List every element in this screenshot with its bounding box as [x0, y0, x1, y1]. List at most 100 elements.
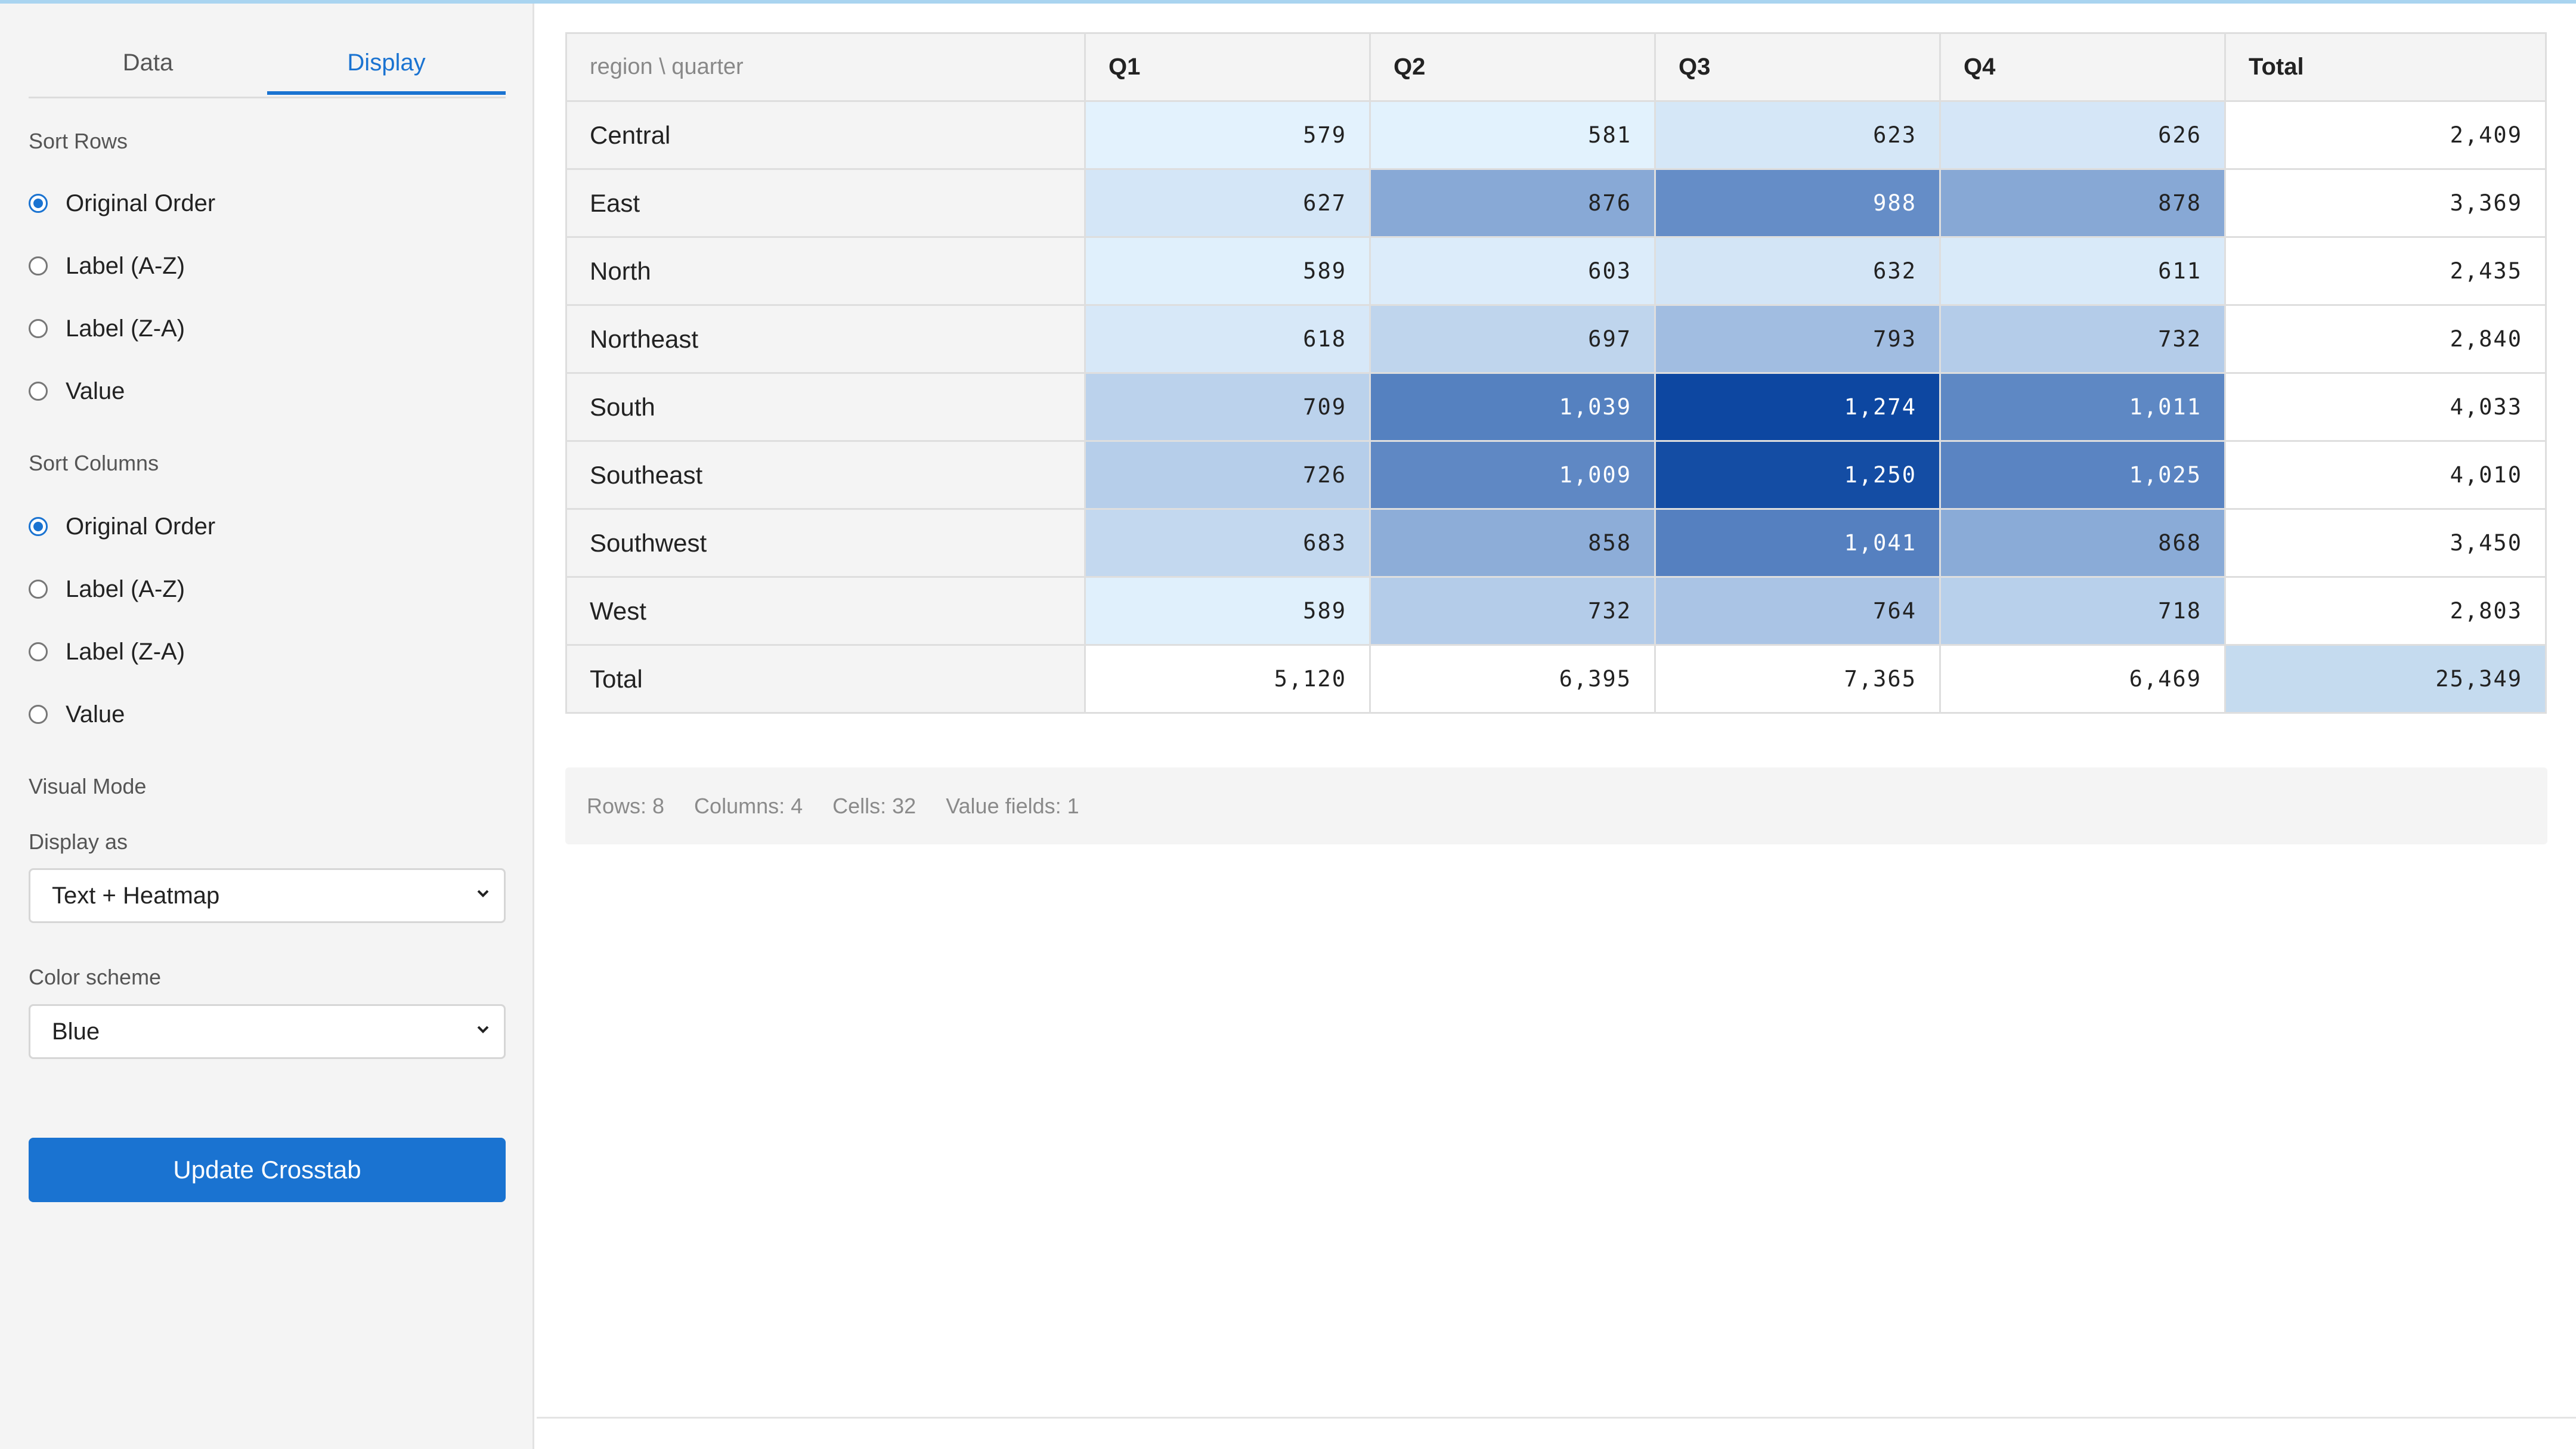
heatmap-cell[interactable]: 1,039	[1369, 372, 1656, 442]
heatmap-cell[interactable]: 988	[1654, 168, 1941, 238]
radio-unchecked-icon[interactable]	[29, 382, 48, 401]
grand-total-cell: 25,349	[2224, 644, 2547, 714]
display-as-select[interactable]: Text + Heatmap	[29, 868, 506, 923]
row-header[interactable]: East	[565, 168, 1086, 238]
heatmap-cell[interactable]: 697	[1369, 304, 1656, 374]
sort-rows-option-label-za[interactable]: Label (Z-A)	[29, 311, 185, 346]
column-total-cell: 5,120	[1084, 644, 1371, 714]
row-header[interactable]: South	[565, 372, 1086, 442]
heatmap-cell[interactable]: 732	[1369, 576, 1656, 646]
heatmap-cell[interactable]: 726	[1084, 440, 1371, 510]
row-header[interactable]: West	[565, 576, 1086, 646]
radio-label: Original Order	[66, 190, 216, 216]
radio-unchecked-icon[interactable]	[29, 705, 48, 724]
table-row: North 589 603 632 611 2,435	[565, 236, 2547, 306]
heatmap-cell[interactable]: 709	[1084, 372, 1371, 442]
heatmap-cell[interactable]: 878	[1939, 168, 2226, 238]
heatmap-cell[interactable]: 683	[1084, 508, 1371, 578]
column-header-total[interactable]: Total	[2224, 32, 2547, 102]
heatmap-cell[interactable]: 1,274	[1654, 372, 1941, 442]
visual-mode-label: Visual Mode	[29, 774, 147, 798]
heatmap-cell[interactable]: 581	[1369, 100, 1656, 170]
table-row: Southwest 683 858 1,041 868 3,450	[565, 508, 2547, 578]
heatmap-cell[interactable]: 1,041	[1654, 508, 1941, 578]
row-header[interactable]: Southwest	[565, 508, 1086, 578]
heatmap-cell[interactable]: 793	[1654, 304, 1941, 374]
sort-columns-label: Sort Columns	[29, 451, 159, 475]
heatmap-cell[interactable]: 1,009	[1369, 440, 1656, 510]
column-total-cell: 6,395	[1369, 644, 1656, 714]
table-row: East 627 876 988 878 3,369	[565, 168, 2547, 238]
radio-unchecked-icon[interactable]	[29, 319, 48, 338]
heatmap-cell[interactable]: 1,250	[1654, 440, 1941, 510]
radio-unchecked-icon[interactable]	[29, 642, 48, 661]
update-crosstab-button[interactable]: Update Crosstab	[29, 1138, 506, 1202]
row-total-cell: 2,803	[2224, 576, 2547, 646]
sort-columns-option-label-az[interactable]: Label (A-Z)	[29, 571, 185, 607]
column-header[interactable]: Q2	[1369, 32, 1656, 102]
heatmap-cell[interactable]: 868	[1939, 508, 2226, 578]
color-scheme-label: Color scheme	[29, 965, 162, 989]
radio-checked-icon[interactable]	[29, 194, 48, 213]
sidebar-tabs: Data Display	[29, 43, 506, 98]
row-header[interactable]: Northeast	[565, 304, 1086, 374]
row-total-cell: 4,033	[2224, 372, 2547, 442]
row-total-cell: 4,010	[2224, 440, 2547, 510]
row-total-cell: 3,450	[2224, 508, 2547, 578]
table-row: Southeast 726 1,009 1,250 1,025 4,010	[565, 440, 2547, 510]
display-as-value: Text + Heatmap	[52, 882, 220, 909]
heatmap-cell[interactable]: 611	[1939, 236, 2226, 306]
status-value-fields: Value fields: 1	[946, 793, 1079, 818]
sort-rows-option-original[interactable]: Original Order	[29, 185, 215, 221]
heatmap-cell[interactable]: 626	[1939, 100, 2226, 170]
heatmap-cell[interactable]: 589	[1084, 236, 1371, 306]
row-total-cell: 2,840	[2224, 304, 2547, 374]
heatmap-cell[interactable]: 579	[1084, 100, 1371, 170]
row-header[interactable]: North	[565, 236, 1086, 306]
sort-columns-option-original[interactable]: Original Order	[29, 509, 215, 544]
sort-rows-option-value[interactable]: Value	[29, 373, 125, 409]
sort-columns-option-value[interactable]: Value	[29, 696, 125, 732]
column-header[interactable]: Q4	[1939, 32, 2226, 102]
corner-header: region \ quarter	[565, 32, 1086, 102]
row-header[interactable]: Southeast	[565, 440, 1086, 510]
heatmap-cell[interactable]: 632	[1654, 236, 1941, 306]
row-total-cell: 3,369	[2224, 168, 2547, 238]
radio-label: Label (Z-A)	[66, 638, 185, 665]
heatmap-cell[interactable]: 623	[1654, 100, 1941, 170]
tab-data[interactable]: Data	[122, 49, 174, 76]
radio-unchecked-icon[interactable]	[29, 256, 48, 275]
sort-columns-option-label-za[interactable]: Label (Z-A)	[29, 634, 185, 670]
heatmap-cell[interactable]: 603	[1369, 236, 1656, 306]
color-scheme-value: Blue	[52, 1018, 100, 1045]
sort-rows-option-label-az[interactable]: Label (A-Z)	[29, 248, 185, 284]
heatmap-cell[interactable]: 858	[1369, 508, 1656, 578]
heatmap-cell[interactable]: 1,025	[1939, 440, 2226, 510]
radio-checked-icon[interactable]	[29, 517, 48, 536]
column-header[interactable]: Q3	[1654, 32, 1941, 102]
crosstab-table-container: region \ quarter Q1 Q2 Q3 Q4 Total Centr…	[565, 32, 2547, 714]
crosstab-table: region \ quarter Q1 Q2 Q3 Q4 Total Centr…	[565, 32, 2547, 714]
tab-display[interactable]: Display	[267, 43, 506, 95]
status-rows: Rows: 8	[587, 793, 665, 818]
status-cells: Cells: 32	[832, 793, 917, 818]
heatmap-cell[interactable]: 718	[1939, 576, 2226, 646]
sidebar-panel: Data Display Sort Rows Original Order La…	[0, 4, 534, 1449]
heatmap-cell[interactable]: 1,011	[1939, 372, 2226, 442]
heatmap-cell[interactable]: 618	[1084, 304, 1371, 374]
radio-unchecked-icon[interactable]	[29, 580, 48, 599]
heatmap-cell[interactable]: 876	[1369, 168, 1656, 238]
column-header[interactable]: Q1	[1084, 32, 1371, 102]
heatmap-cell[interactable]: 589	[1084, 576, 1371, 646]
heatmap-cell[interactable]: 627	[1084, 168, 1371, 238]
heatmap-cell[interactable]: 764	[1654, 576, 1941, 646]
radio-label: Value	[66, 701, 125, 727]
row-header[interactable]: Central	[565, 100, 1086, 170]
chevron-down-icon	[477, 890, 489, 897]
radio-label: Original Order	[66, 513, 216, 540]
table-row: Central 579 581 623 626 2,409	[565, 100, 2547, 170]
color-scheme-select[interactable]: Blue	[29, 1004, 506, 1059]
bottom-divider	[537, 1417, 2576, 1419]
column-total-cell: 7,365	[1654, 644, 1941, 714]
heatmap-cell[interactable]: 732	[1939, 304, 2226, 374]
